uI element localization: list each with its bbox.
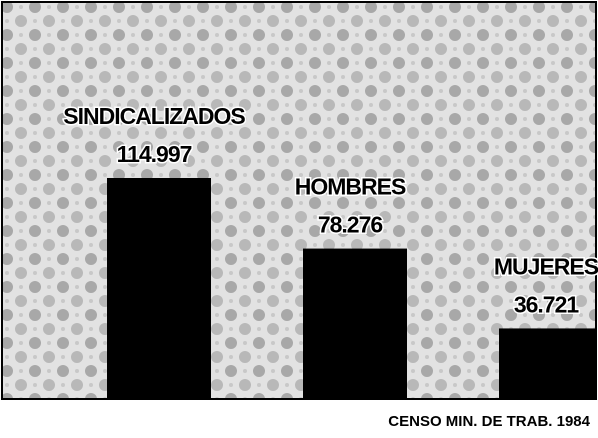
category-label: HOMBRES [295,174,406,200]
bar [303,248,407,398]
value-label: 78.276 [318,212,383,238]
bar [107,178,211,398]
category-label: SINDICALIZADOS [63,103,245,129]
category-label: MUJERES [494,254,598,280]
plot-area [107,178,595,398]
plot-background [1,1,597,400]
bar [499,328,595,398]
value-label: 114.997 [117,141,192,167]
value-label: 36.721 [514,292,580,318]
source-note: CENSO MIN. DE TRAB. 1984 [388,413,590,430]
